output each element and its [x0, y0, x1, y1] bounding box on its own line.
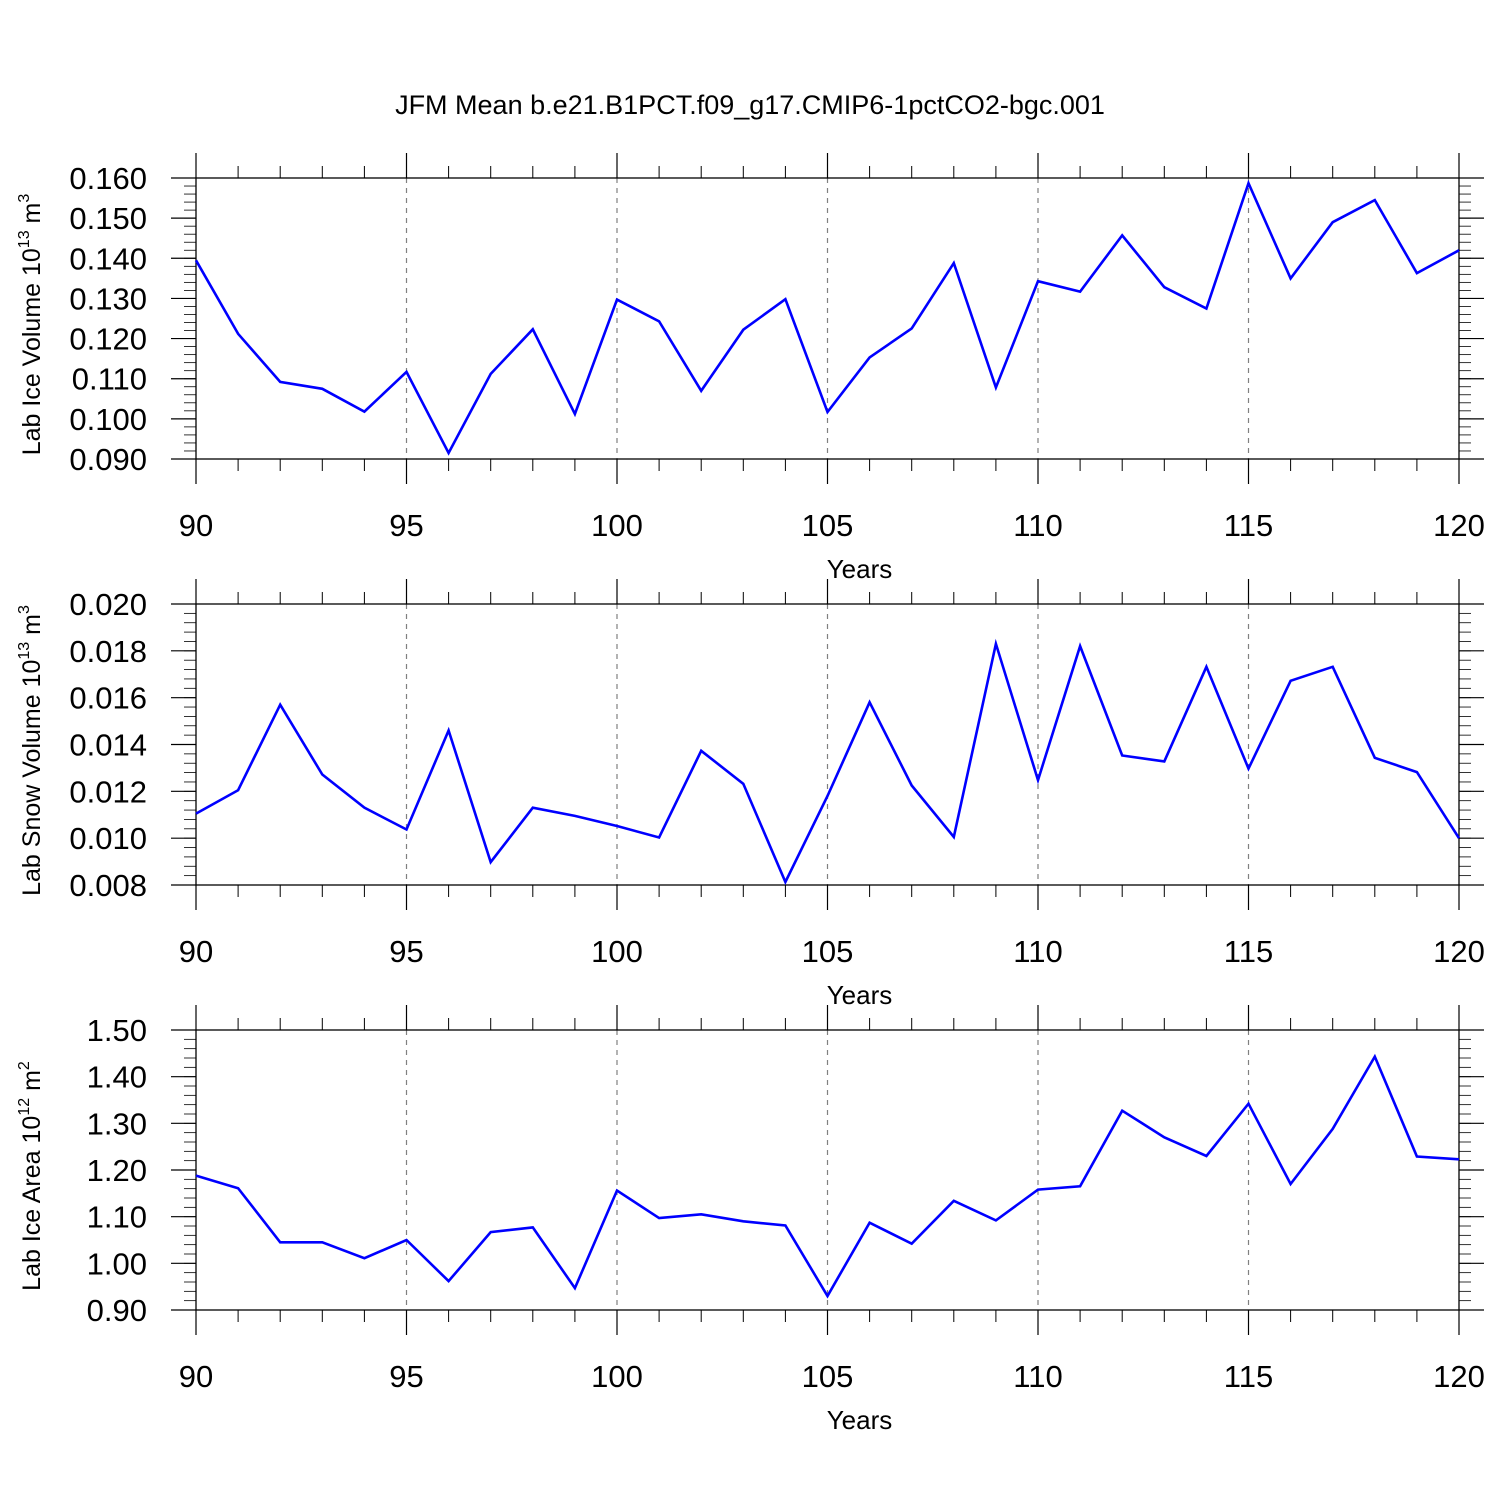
plot-frame — [195, 1029, 1460, 1311]
y-tick-label: 0.014 — [69, 728, 147, 763]
panels: 90 95 100 105 110 115 120 0.090 0.100 0.110 0.120 0… — [16, 153, 1485, 1435]
y-tick-label: 0.130 — [69, 281, 147, 316]
y-tick-label: 0.150 — [69, 201, 147, 236]
x-tick-label: 100 — [591, 934, 643, 969]
x-tick-label: 95 — [389, 934, 423, 969]
figure-title: JFM Mean b.e21.B1PCT.f09_g17.CMIP6-1pctC… — [395, 90, 1105, 120]
y-tick-label: 1.00 — [87, 1246, 147, 1281]
y-tick-label: 1.20 — [87, 1153, 147, 1188]
x-tick-label: 120 — [1433, 1359, 1485, 1394]
y-tick-label: 0.016 — [69, 681, 147, 716]
y-tick-label: 0.110 — [72, 362, 147, 397]
y-tick-label: 1.50 — [87, 1013, 147, 1048]
y-tick-label: 1.30 — [87, 1106, 147, 1141]
y-axis-label: Lab Snow Volume 1013 m3 — [16, 605, 46, 896]
x-tick-label: 115 — [1224, 1359, 1273, 1394]
y-tick-label: 0.090 — [69, 442, 147, 477]
x-tick-label: 115 — [1224, 934, 1273, 969]
x-tick-label: 100 — [591, 1359, 643, 1394]
y-tick-label: 0.018 — [69, 634, 147, 669]
y-tick-label: 0.010 — [69, 821, 147, 856]
y-tick-label: 0.012 — [69, 774, 147, 809]
x-tick-label: 90 — [179, 934, 213, 969]
y-tick-label: 0.160 — [69, 161, 147, 196]
x-axis-label: Years — [827, 554, 893, 584]
y-tick-label: 1.40 — [87, 1060, 147, 1095]
x-tick-label: 105 — [802, 934, 854, 969]
x-tick-label: 90 — [179, 508, 213, 543]
y-axis-label: Lab Ice Volume 1013 m3 — [16, 194, 46, 456]
x-tick-label: 110 — [1013, 508, 1062, 543]
x-tick-label: 120 — [1433, 508, 1485, 543]
y-axis-label: Lab Ice Area 1012 m2 — [16, 1061, 46, 1291]
x-tick-label: 100 — [591, 508, 643, 543]
x-tick-label: 115 — [1224, 508, 1273, 543]
plot-frame — [195, 603, 1460, 886]
x-tick-label: 90 — [179, 1359, 213, 1394]
x-axis-label: Years — [827, 1405, 893, 1435]
x-tick-label: 105 — [802, 1359, 854, 1394]
y-tick-label: 0.140 — [69, 241, 147, 276]
x-tick-label: 110 — [1013, 934, 1062, 969]
y-tick-label: 0.90 — [87, 1293, 147, 1328]
x-tick-label: 95 — [389, 1359, 423, 1394]
plot-frame — [195, 177, 1460, 460]
y-tick-label: 0.120 — [69, 322, 147, 357]
x-tick-label: 120 — [1433, 934, 1485, 969]
y-tick-label: 0.020 — [69, 587, 147, 622]
x-tick-label: 95 — [389, 508, 423, 543]
x-axis-label: Years — [827, 980, 893, 1010]
x-tick-label: 105 — [802, 508, 854, 543]
x-tick-label: 110 — [1013, 1359, 1062, 1394]
panel-1: 90 95 100 105 110 115 120 0.090 0.100 0.110 0.120 0… — [16, 153, 1485, 584]
panel-3: 90 95 100 105 110 115 120 0.90 1.00 1.10 1.20 1.30 1… — [16, 1005, 1485, 1435]
y-tick-label: 1.10 — [87, 1200, 147, 1235]
y-tick-label: 0.008 — [69, 868, 147, 903]
y-tick-label: 0.100 — [69, 402, 147, 437]
panel-2: 90 95 100 105 110 115 120 0.008 0.010 0.012 0.014 0… — [16, 579, 1485, 1010]
